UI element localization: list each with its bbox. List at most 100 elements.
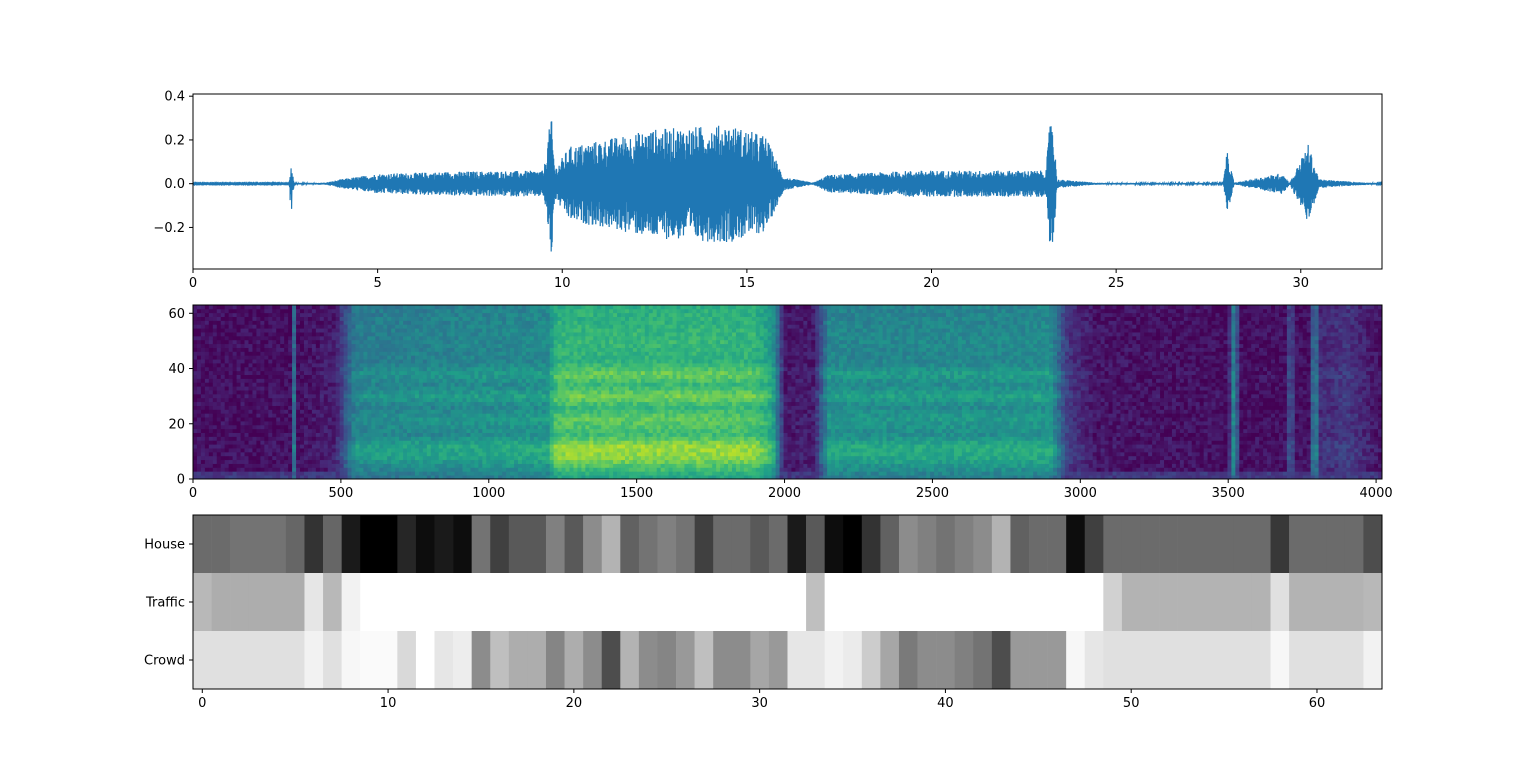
spectrogram-cell xyxy=(351,363,356,368)
spectrogram-cell xyxy=(537,339,543,345)
spectrogram-cell xyxy=(260,440,265,445)
spectrogram-cell xyxy=(434,475,440,480)
spectrogram-cell xyxy=(399,332,404,337)
spectrogram-cell xyxy=(383,390,388,395)
spectrogram-cell xyxy=(525,312,531,317)
spectrogram-cell xyxy=(517,471,523,476)
spectrogram-cell xyxy=(387,390,392,395)
spectrogram-cell xyxy=(272,363,277,368)
spectrogram-cell xyxy=(605,467,610,472)
spectrogram-cell xyxy=(379,320,384,325)
spectrogram-cell xyxy=(224,459,230,464)
spectrogram-cell xyxy=(438,405,444,410)
spectrogram-cell xyxy=(395,308,400,314)
spectrogram-cell xyxy=(315,459,321,464)
spectrogram-cell xyxy=(407,475,412,480)
spectrogram-cell xyxy=(502,312,507,317)
spectrogram-cell xyxy=(470,386,475,391)
spectrogram-cell xyxy=(474,405,479,410)
spectrogram-cell xyxy=(335,421,341,426)
spectrogram-cell xyxy=(490,308,495,314)
spectrogram-cell xyxy=(220,413,226,418)
spectrogram-cell xyxy=(252,393,257,399)
spectrogram-cell xyxy=(375,324,380,329)
spectrogram-cell xyxy=(597,378,602,383)
spectrogram-cell xyxy=(236,343,241,348)
spectrogram-cell xyxy=(351,401,356,406)
spectrogram-cell xyxy=(407,436,412,441)
spectrogram-cell xyxy=(339,386,344,391)
spectrogram-cell xyxy=(343,366,348,372)
spectrogram-cell xyxy=(533,428,539,433)
spectrogram-cell xyxy=(577,417,582,422)
spectrogram-cell xyxy=(264,444,269,449)
spectrogram-cell xyxy=(339,312,344,317)
spectrogram-cell xyxy=(438,424,444,430)
spectrogram-cell xyxy=(327,363,333,368)
spectrogram-cell xyxy=(303,305,309,310)
spectrogram-cell xyxy=(517,432,523,437)
spectrogram-cell xyxy=(288,335,293,341)
spectrogram-cell xyxy=(517,413,523,418)
spectrogram-cell xyxy=(331,463,337,468)
spectrogram-cell xyxy=(335,382,341,387)
spectrogram-cell xyxy=(300,324,305,329)
spectrogram-cell xyxy=(260,459,265,464)
spectrogram-cell xyxy=(292,305,297,310)
spectrogram-cell xyxy=(573,444,578,449)
spectrogram-cell xyxy=(414,308,420,314)
spectrogram-cell xyxy=(514,355,519,360)
spectrogram-cell xyxy=(557,471,562,476)
spectrogram-cell xyxy=(236,386,241,391)
spectrogram-cell xyxy=(403,359,408,364)
spectrogram-cell xyxy=(430,308,436,314)
spectrogram-cell xyxy=(387,421,392,426)
spectrogram-cell xyxy=(450,432,455,437)
spectrogram-cell xyxy=(407,413,412,418)
spectrogram-cell xyxy=(276,448,281,453)
spectrogram-cell xyxy=(204,432,210,437)
spectrogram-cell xyxy=(323,436,329,441)
spectrogram-cell xyxy=(613,355,618,360)
spectrogram-cell xyxy=(549,312,555,317)
spectrogram-cell xyxy=(537,421,543,426)
spectrogram-cell xyxy=(573,351,578,356)
spectrogram-cell xyxy=(609,370,614,375)
spectrogram-cell xyxy=(502,459,507,464)
spectrogram-cell xyxy=(613,328,618,333)
spectrogram-cell xyxy=(434,351,440,356)
spectrogram-cell xyxy=(581,436,586,441)
spectrogram-cell xyxy=(339,343,344,348)
spectrogram-cell xyxy=(403,335,408,341)
spectrogram-cell xyxy=(557,328,562,333)
spectrogram-cell xyxy=(589,355,594,360)
spectrogram-cell xyxy=(363,308,368,314)
spectrogram-cell xyxy=(343,328,348,333)
spectrogram-cell xyxy=(506,386,511,391)
spectrogram-cell xyxy=(407,409,412,414)
spectrogram-cell xyxy=(466,455,471,461)
spectrogram-cell xyxy=(403,417,408,422)
spectrogram-cell xyxy=(517,448,523,453)
spectrogram-cell xyxy=(446,382,452,387)
spectrogram-cell xyxy=(613,305,618,310)
spectrogram-cell xyxy=(434,440,440,445)
spectrogram-cell xyxy=(470,305,475,310)
spectrogram-cell xyxy=(541,363,547,368)
spectrogram-cell xyxy=(418,397,424,403)
spectrogram-cell xyxy=(193,432,198,437)
spectrogram-cell xyxy=(375,440,380,445)
spectrogram-cell xyxy=(367,305,372,310)
spectrogram-cell xyxy=(581,339,586,345)
spectrogram-cell xyxy=(300,401,305,406)
spectrogram-cell xyxy=(303,366,309,372)
spectrogram-cell xyxy=(355,343,360,348)
spectrogram-cell xyxy=(514,463,519,468)
spectrogram-cell xyxy=(399,413,404,418)
spectrogram-cell xyxy=(315,370,321,375)
spectrogram-cell xyxy=(533,355,539,360)
spectrogram-cell xyxy=(204,471,210,476)
spectrogram-cell xyxy=(541,390,547,395)
spectrogram-cell xyxy=(498,339,503,345)
spectrogram-cell xyxy=(284,424,289,430)
